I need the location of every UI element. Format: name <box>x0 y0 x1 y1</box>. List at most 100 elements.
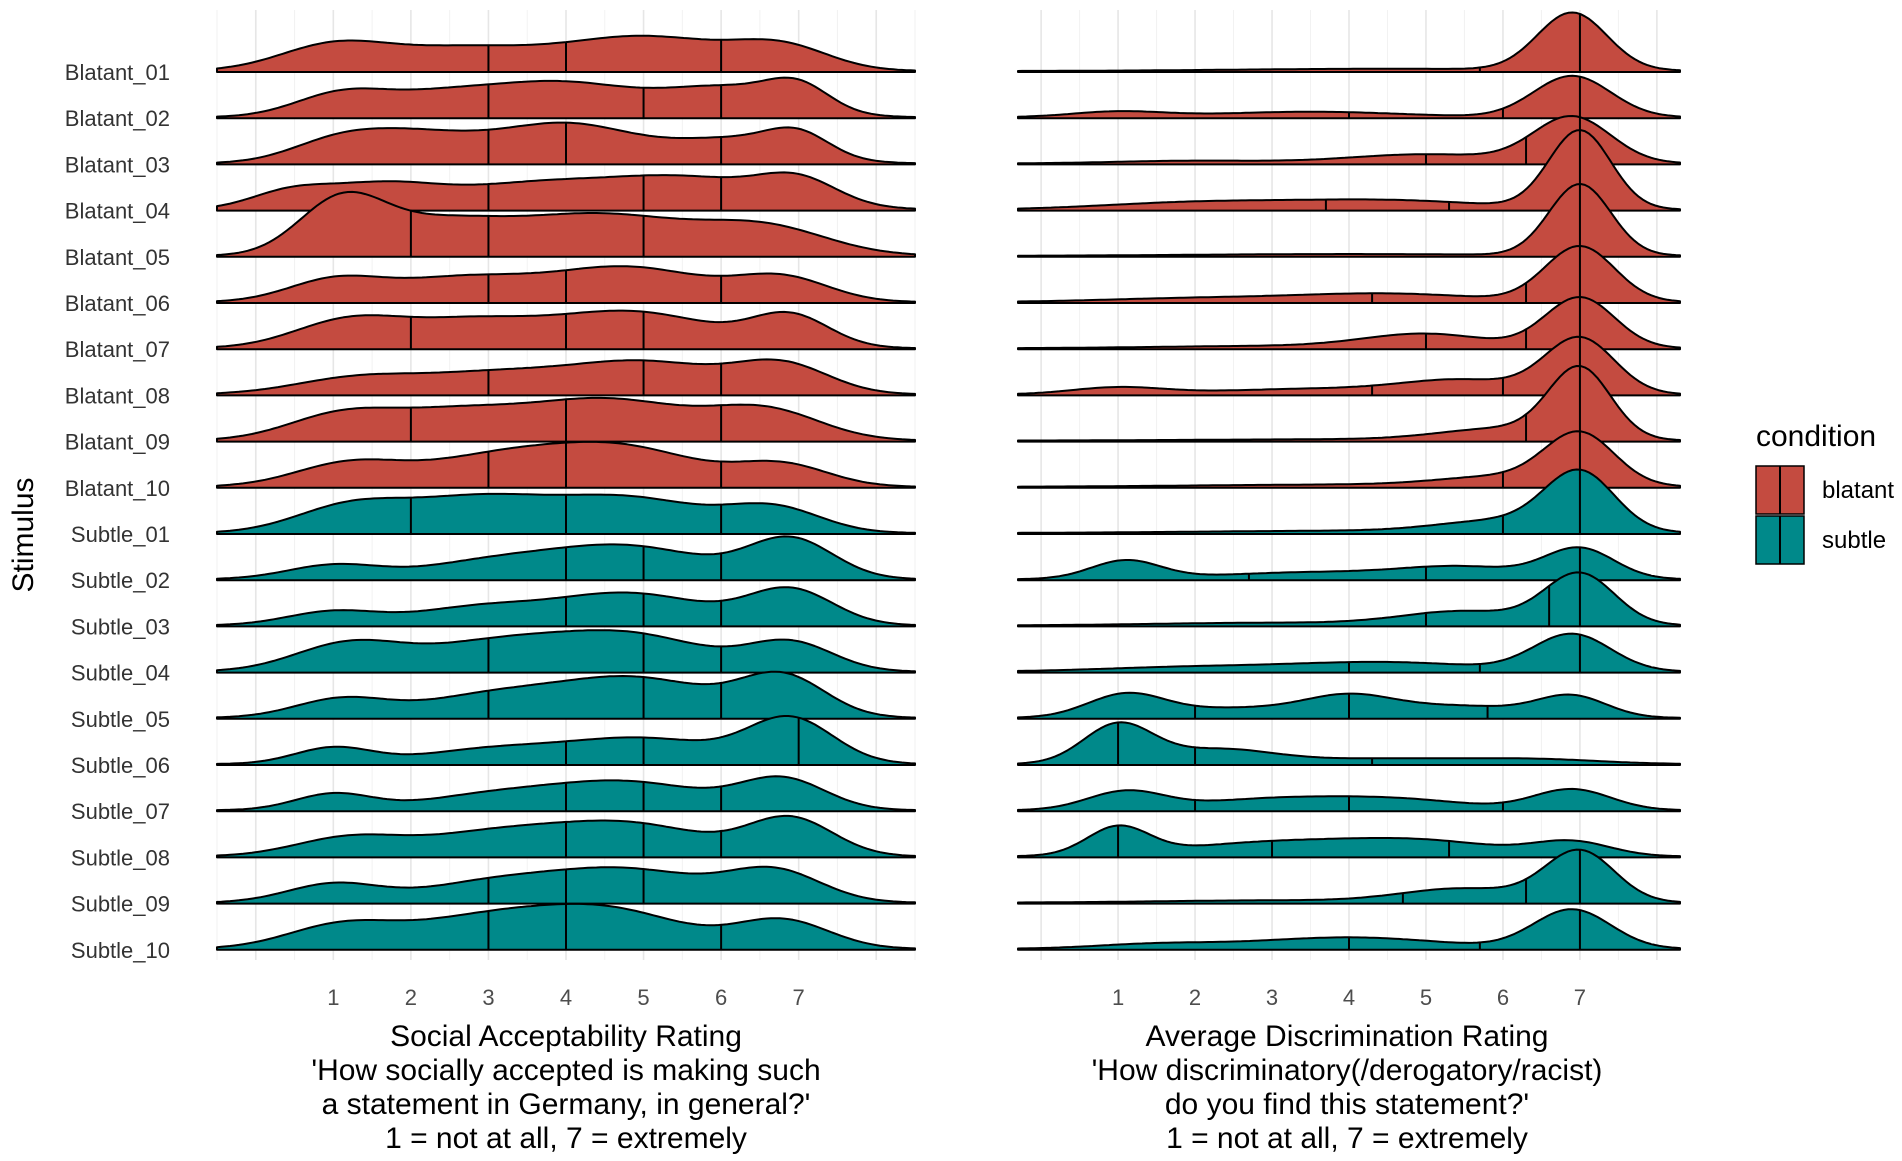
y-tick-blatant-06: Blatant_06 <box>65 291 170 316</box>
y-tick-labels: Blatant_01 Blatant_02 Blatant_03 Blatant_04… <box>65 60 170 963</box>
density-area <box>1017 430 1681 489</box>
ridge-subtle-07 <box>216 775 916 813</box>
x-tick-4: 4 <box>1343 985 1355 1010</box>
ridge-blatant-06 <box>1017 245 1681 304</box>
y-tick-subtle-05: Subtle_05 <box>71 707 170 732</box>
y-tick-blatant-04: Blatant_04 <box>65 199 170 224</box>
x-axis-title-line-4: 1 = not at all, 7 = extremely <box>1166 1122 1528 1155</box>
y-tick-subtle-10: Subtle_10 <box>71 938 170 963</box>
ridge-subtle-01 <box>1017 468 1681 535</box>
ridge-subtle-09 <box>1017 848 1681 905</box>
y-tick-subtle-07: Subtle_07 <box>71 799 170 824</box>
y-tick-subtle-08: Subtle_08 <box>71 845 170 870</box>
density-area <box>1017 571 1681 628</box>
ridge-blatant-04 <box>216 171 916 212</box>
density-area <box>1017 11 1681 73</box>
ridge-blatant-06 <box>216 265 916 304</box>
y-tick-blatant-03: Blatant_03 <box>65 152 170 177</box>
ridge-blatant-10 <box>216 440 916 489</box>
ridge-subtle-10 <box>216 902 916 951</box>
y-tick-blatant-05: Blatant_05 <box>65 245 170 270</box>
ridge-subtle-03 <box>216 586 916 628</box>
legend-title: condition <box>1756 420 1876 453</box>
x-tick-1: 1 <box>1112 985 1124 1010</box>
density-area <box>216 171 916 212</box>
x-tick-4: 4 <box>560 985 572 1010</box>
ridge-subtle-05 <box>216 670 916 720</box>
ridge-blatant-01 <box>1017 11 1681 73</box>
x-tick-6: 6 <box>1497 985 1509 1010</box>
density-area <box>1017 365 1681 443</box>
ridge-subtle-04 <box>216 629 916 674</box>
legend-label-subtle: subtle <box>1822 527 1886 554</box>
y-tick-blatant-01: Blatant_01 <box>65 60 170 85</box>
density-area <box>1017 848 1681 905</box>
density-area <box>1017 546 1681 582</box>
ridge-subtle-06 <box>1017 721 1681 766</box>
legend: condition blatant subtle <box>1755 420 1894 565</box>
y-tick-subtle-04: Subtle_04 <box>71 661 170 686</box>
ridge-subtle-04 <box>1017 632 1681 674</box>
x-tick-7: 7 <box>1574 985 1586 1010</box>
ridge-subtle-09 <box>216 865 916 905</box>
ridge-subtle-07 <box>1017 787 1681 813</box>
y-tick-blatant-07: Blatant_07 <box>65 337 170 362</box>
x-tick-3: 3 <box>482 985 494 1010</box>
y-tick-blatant-09: Blatant_09 <box>65 430 170 455</box>
y-axis-title: Stimulus <box>7 477 40 592</box>
density-area <box>1017 74 1681 120</box>
y-tick-subtle-09: Subtle_09 <box>71 892 170 917</box>
density-area <box>1017 296 1681 351</box>
density-area <box>216 715 916 766</box>
density-area <box>216 76 916 120</box>
ridge-blatant-01 <box>216 34 916 73</box>
ridge-subtle-05 <box>1017 691 1681 720</box>
ridge-blatant-09 <box>1017 365 1681 443</box>
density-area <box>216 670 916 720</box>
x-axis-title-line-2: 'How discriminatory(/derogatory/racist) <box>1092 1054 1603 1087</box>
ridge-blatant-08 <box>216 358 916 397</box>
x-axis-title-line-3: do you find this statement?' <box>1165 1088 1529 1121</box>
ridge-blatant-05 <box>1017 183 1681 258</box>
ridge-blatant-05 <box>216 190 916 258</box>
y-tick-blatant-10: Blatant_10 <box>65 476 170 501</box>
x-tick-7: 7 <box>793 985 805 1010</box>
x-axis-title-line-4: 1 = not at all, 7 = extremely <box>385 1122 747 1155</box>
ridge-subtle-08 <box>216 814 916 859</box>
ridge-blatant-09 <box>216 396 916 443</box>
ridge-subtle-01 <box>216 492 916 535</box>
x-tick-5: 5 <box>1420 985 1432 1010</box>
y-tick-subtle-06: Subtle_06 <box>71 753 170 778</box>
ridge-subtle-02 <box>216 535 916 582</box>
y-tick-blatant-08: Blatant_08 <box>65 383 170 408</box>
x-tick-2: 2 <box>405 985 417 1010</box>
legend-label-blatant: blatant <box>1822 477 1894 504</box>
x-axis-title-line-1: Average Discrimination Rating <box>1146 1020 1549 1053</box>
density-area <box>1017 129 1681 212</box>
y-tick-subtle-02: Subtle_02 <box>71 568 170 593</box>
x-axis-title-line-2: 'How socially accepted is making such <box>311 1054 820 1087</box>
x-tick-5: 5 <box>637 985 649 1010</box>
panel-social-acceptability: 1 2 3 4 5 6 7 Social Acceptability Rating 'How… <box>216 10 916 1155</box>
density-area <box>1017 335 1681 397</box>
ridge-subtle-03 <box>1017 571 1681 628</box>
ridge-blatant-02 <box>1017 74 1681 120</box>
x-axis-title-line-3: a statement in Germany, in general?' <box>322 1088 811 1121</box>
ridge-blatant-03 <box>216 121 916 166</box>
ridge-subtle-06 <box>216 715 916 766</box>
density-area <box>1017 115 1681 166</box>
ridge-blatant-02 <box>216 76 916 120</box>
density-area <box>1017 824 1681 859</box>
ridge-subtle-08 <box>1017 824 1681 859</box>
y-tick-subtle-03: Subtle_03 <box>71 614 170 639</box>
ridge-blatant-07 <box>216 309 916 351</box>
x-tick-3: 3 <box>1266 985 1278 1010</box>
density-area <box>216 629 916 674</box>
x-tick-1: 1 <box>327 985 339 1010</box>
density-area <box>1017 908 1681 951</box>
density-area <box>1017 721 1681 766</box>
x-tick-2: 2 <box>1189 985 1201 1010</box>
density-area <box>1017 468 1681 535</box>
x-axis-title-line-1: Social Acceptability Rating <box>390 1020 742 1053</box>
density-area <box>1017 183 1681 258</box>
